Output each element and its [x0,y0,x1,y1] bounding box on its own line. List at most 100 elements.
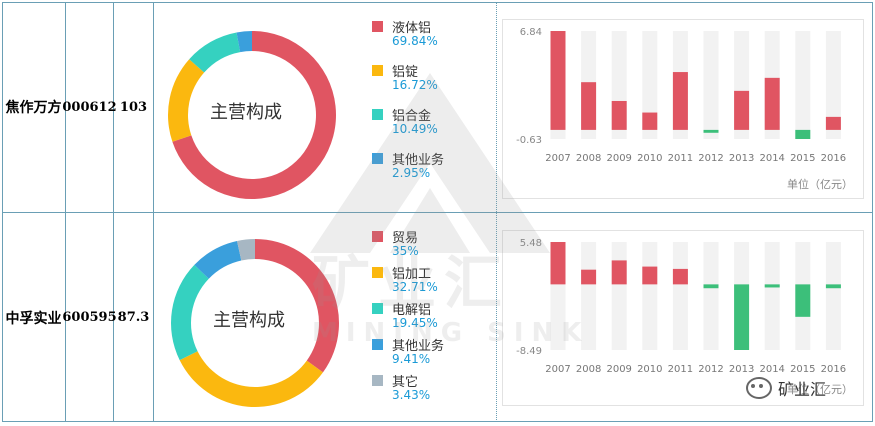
legend-swatch [372,339,383,350]
x-tick-label: 2010 [637,153,662,164]
company-name: 焦作万方 [5,100,62,116]
legend-swatch [372,65,383,76]
x-tick-label: 2010 [637,364,662,375]
x-tick-label: 2012 [698,153,723,164]
legend-label: 铝合金 [392,109,432,124]
column-divider [113,2,114,422]
donut-slice [236,31,252,53]
legend-item: 其它 3.43% [372,372,502,408]
bar [550,242,566,285]
bar [611,100,627,130]
x-tick-label: 2007 [545,364,570,375]
x-tick-label: 2013 [729,364,754,375]
donut-slice [194,240,242,279]
legend-label: 贸易 [392,231,419,246]
bar [611,260,627,285]
legend-item: 贸易 35% [372,228,502,264]
bar-track [642,31,658,139]
legend-item: 其他业务 2.95% [372,150,502,186]
legend-swatch [372,303,383,314]
bar [795,129,811,139]
legend-label: 铝锭 [392,65,419,80]
bar [581,269,597,285]
x-tick-label: 2011 [668,153,693,164]
legend-percent: 16.72% [392,78,438,92]
company-name: 中孚实业 [5,310,62,327]
x-tick-label: 2015 [790,153,815,164]
bar-track [611,242,627,350]
y-tick-label: 6.84 [520,27,542,38]
donut-slice [189,32,241,73]
x-tick-label: 2014 [759,153,784,164]
legend-item: 铝加工 32.71% [372,264,502,300]
bar [703,129,719,133]
legend-label: 电解铝 [392,303,432,318]
x-tick-label: 2013 [729,153,754,164]
legend-label: 其它 [392,375,419,390]
bar [734,90,750,130]
unit-label: 单位（亿元） [787,178,853,191]
legend-label: 铝加工 [392,267,432,282]
bar [672,72,688,130]
composition-donut-chart [168,31,336,199]
donut-slice [179,351,323,407]
y-tick-label: -8.49 [516,346,542,357]
legend-swatch [372,231,383,242]
y-tick-label: -0.63 [516,135,542,146]
bar [825,116,841,130]
bar-track [825,31,841,139]
value-cell: 87.3 [117,310,150,325]
bar-track [795,31,811,139]
x-tick-label: 2016 [821,364,846,375]
column-divider [153,2,154,422]
value-cell: 103 [119,99,148,115]
legend-label: 其他业务 [392,153,445,168]
brand-label: 矿业汇 [778,380,827,399]
donut-slice [168,59,205,142]
legend-percent: 3.43% [392,388,431,402]
watermark-text-en: MINING SINK [312,318,590,348]
bar [764,284,780,288]
bar [672,268,688,285]
bar-track [581,242,597,350]
legend-swatch [372,153,383,164]
x-tick-label: 2011 [668,364,693,375]
bar-track [703,242,719,350]
bar [795,284,811,317]
wechat-icon [746,377,772,399]
legend-percent: 10.49% [392,122,438,136]
y-tick-label: 5.48 [520,238,542,249]
donut-center-label: 主营构成 [210,102,282,123]
donut-slice [171,264,209,361]
bar [550,31,566,130]
stock-code: 600595 [62,310,117,325]
donut-slice [255,239,339,373]
legend-label: 其他业务 [392,339,445,354]
legend-swatch [372,267,383,278]
bar-track [703,31,719,139]
legend-percent: 9.41% [392,352,431,366]
legend-swatch [372,21,383,32]
column-divider [496,2,497,422]
bar-track [764,242,780,350]
watermark-text: 矿业汇 [312,249,511,317]
bar [734,284,750,350]
x-tick-label: 2008 [576,153,601,164]
legend-percent: 32.71% [392,280,438,294]
column-divider [65,2,66,422]
legend-item: 其他业务 9.41% [372,336,502,372]
legend-label: 液体铝 [392,21,432,36]
x-tick-label: 2014 [759,364,784,375]
donut-center-label: 主营构成 [213,310,285,331]
legend-percent: 2.95% [392,166,431,180]
x-tick-label: 2008 [576,364,601,375]
legend-percent: 69.84% [392,34,438,48]
bar-track [825,242,841,350]
bar [764,77,780,130]
x-tick-label: 2009 [606,364,631,375]
stock-code: 000612 [62,99,117,115]
donut-slice [237,239,255,261]
x-tick-label: 2007 [545,153,570,164]
